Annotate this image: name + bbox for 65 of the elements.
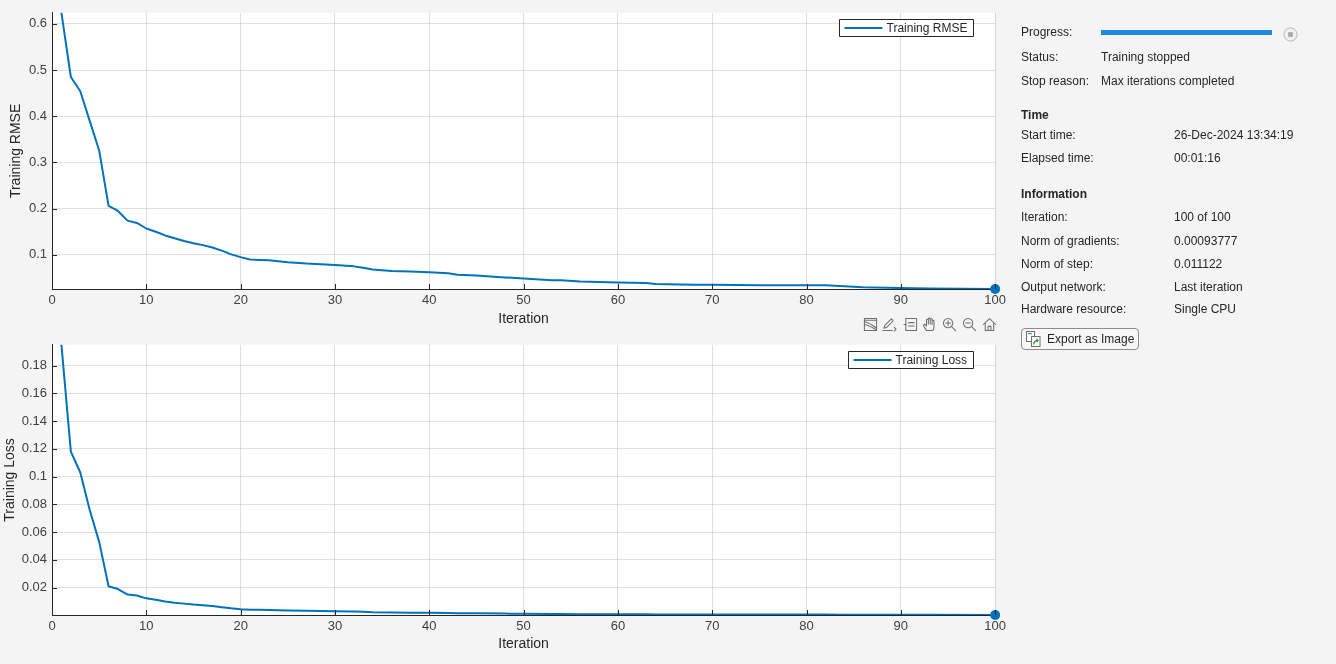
text: Training stopped — [1101, 50, 1190, 64]
y-tick-label: 0.1 — [28, 246, 47, 262]
x-tick-label: 50 — [516, 292, 531, 308]
x-axis-title: Iteration — [498, 635, 549, 652]
x-tick-label: 90 — [893, 618, 909, 634]
x-tick-label: 70 — [704, 618, 720, 634]
text: Stop reason: — [1021, 74, 1090, 88]
y-tick-label: 0.2 — [28, 200, 47, 216]
legend-label: Training Loss — [895, 352, 968, 367]
x-tick-label: 20 — [233, 618, 248, 634]
x-tick-label: 0 — [48, 618, 56, 634]
x-tick-label: 30 — [327, 618, 343, 634]
x-tick-label: 10 — [139, 292, 154, 308]
y-tick-label: 0.08 — [21, 495, 47, 511]
x-tick-label: 60 — [610, 618, 626, 634]
x-tick-label: 60 — [610, 292, 626, 308]
text: Hardware resource: — [1021, 302, 1127, 316]
text: Iteration: — [1021, 210, 1068, 224]
y-tick-label: 0.1 — [28, 468, 47, 484]
text: Norm of step: — [1021, 257, 1094, 271]
x-tick-label: 40 — [422, 292, 437, 308]
text: 0.00093777 — [1174, 234, 1238, 248]
x-tick-label: 100 — [984, 292, 1007, 308]
x-tick-label: 80 — [799, 618, 814, 634]
y-tick-label: 0.14 — [21, 412, 47, 428]
x-tick-label: 90 — [893, 292, 909, 308]
y-tick-label: 0.3 — [28, 154, 47, 170]
x-tick-label: 100 — [984, 618, 1007, 634]
text: Status: — [1021, 50, 1059, 64]
y-tick-label: 0.6 — [28, 15, 47, 31]
x-tick-label: 0 — [48, 292, 56, 308]
y-tick-label: 0.16 — [21, 384, 47, 400]
y-tick-label: 0.06 — [21, 523, 47, 539]
y-tick-label: 0.4 — [28, 107, 47, 123]
legend-label: Training RMSE — [886, 20, 968, 35]
text: Progress: — [1021, 25, 1073, 39]
text: 100 of 100 — [1174, 210, 1231, 224]
x-tick-label: 30 — [327, 292, 343, 308]
text: Max iterations completed — [1101, 74, 1235, 88]
text: Last iteration — [1174, 280, 1243, 294]
x-axis-title: Iteration — [498, 310, 549, 327]
y-tick-label: 0.12 — [21, 440, 47, 456]
text: Elapsed time: — [1021, 151, 1094, 165]
y-axis-title: Training Loss — [1, 438, 18, 522]
text: Export as Image — [1047, 332, 1135, 346]
text: 00:01:16 — [1174, 151, 1221, 165]
text: 26-Dec-2024 13:34:19 — [1174, 128, 1294, 142]
x-tick-label: 80 — [799, 292, 814, 308]
x-tick-label: 20 — [233, 292, 248, 308]
text: Start time: — [1021, 128, 1076, 142]
text: Single CPU — [1174, 302, 1237, 316]
text: 0.011122 — [1174, 257, 1223, 271]
y-tick-label: 0.04 — [21, 551, 47, 567]
y-tick-label: 0.18 — [21, 357, 47, 373]
text: Time — [1021, 108, 1049, 122]
x-tick-label: 40 — [422, 618, 437, 634]
y-tick-label: 0.5 — [28, 61, 47, 77]
x-tick-label: 70 — [704, 292, 720, 308]
y-tick-label: 0.02 — [21, 579, 47, 595]
x-tick-label: 10 — [139, 618, 154, 634]
text: Norm of gradients: — [1021, 234, 1120, 248]
text: Output network: — [1021, 280, 1106, 294]
x-tick-label: 50 — [516, 618, 531, 634]
text: Information — [1021, 187, 1087, 201]
y-axis-title: Training RMSE — [7, 103, 24, 199]
